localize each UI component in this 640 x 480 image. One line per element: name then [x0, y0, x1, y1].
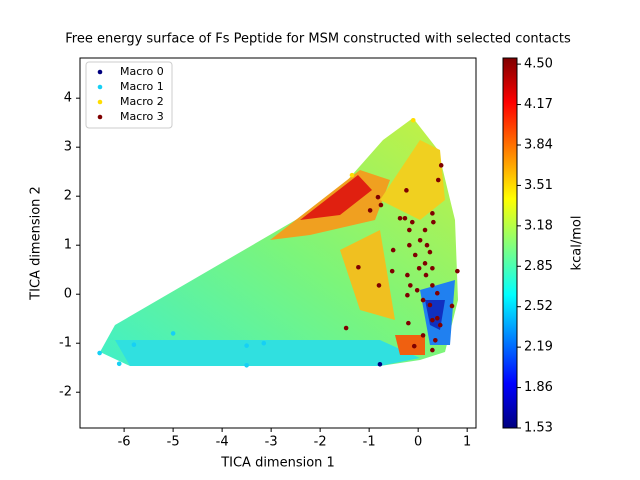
colorbar-tick-label: 4.50 — [524, 57, 553, 72]
point — [376, 283, 382, 288]
y-tick-label: 4 — [64, 91, 72, 106]
point — [433, 337, 438, 343]
point — [407, 227, 412, 233]
point — [389, 268, 395, 274]
point — [404, 188, 409, 193]
y-tick-label: 3 — [64, 140, 72, 155]
chart-title: Free energy surface of Fs Peptide for MS… — [65, 32, 571, 47]
point — [422, 227, 428, 233]
colorbar-tick-label: 2.19 — [524, 340, 553, 355]
x-tick-label: -6 — [118, 435, 131, 450]
point — [422, 261, 428, 266]
y-tick-label: 0 — [64, 287, 72, 302]
point — [343, 325, 349, 331]
x-tick-label: 1 — [463, 435, 471, 450]
point — [449, 303, 455, 309]
point — [434, 290, 440, 296]
surface — [100, 118, 458, 366]
point — [430, 347, 435, 353]
colorbar-tick-label: 1.86 — [524, 380, 553, 395]
point — [431, 219, 436, 225]
point — [377, 361, 383, 367]
point — [430, 283, 435, 288]
y-tick-label: -1 — [59, 336, 72, 351]
point — [378, 202, 384, 208]
y-tick-label: 1 — [64, 238, 72, 253]
point — [420, 297, 426, 303]
point — [261, 340, 267, 346]
legend-label: Macro 2 — [120, 95, 164, 108]
colorbar — [502, 57, 518, 429]
x-tick-label: -2 — [314, 435, 327, 450]
colorbar-label: kcal/mol — [570, 216, 585, 271]
point — [390, 247, 396, 253]
point — [438, 163, 444, 168]
colorbar-tick-label: 3.51 — [524, 178, 553, 193]
y-tick-label: 2 — [64, 189, 72, 204]
point — [412, 252, 418, 258]
legend — [85, 61, 173, 129]
legend-marker — [97, 99, 103, 105]
point — [405, 292, 410, 298]
legend-label: Macro 0 — [120, 65, 164, 78]
point — [455, 268, 460, 274]
point — [409, 219, 415, 225]
x-tick-label: -4 — [216, 435, 229, 450]
point — [244, 343, 249, 348]
legend-marker — [97, 69, 103, 75]
point — [97, 350, 102, 356]
colorbar-tick-label: 3.84 — [524, 137, 553, 152]
point — [437, 322, 443, 328]
point — [411, 343, 417, 349]
point — [414, 287, 420, 293]
point — [405, 272, 410, 278]
colorbar-tick-label: 2.85 — [524, 259, 553, 274]
colorbar-tick-label: 2.52 — [524, 299, 553, 314]
point — [423, 272, 429, 278]
colorbar-tick-label: 4.17 — [524, 97, 553, 112]
x-axis-label: TICA dimension 1 — [220, 456, 335, 471]
colorbar-tick-label: 3.18 — [524, 218, 553, 233]
point — [131, 342, 137, 347]
point — [427, 302, 433, 308]
point — [116, 361, 122, 367]
y-axis-label: TICA dimension 2 — [29, 186, 44, 301]
point — [424, 242, 430, 248]
colorbar-tick-label: 1.53 — [524, 421, 553, 436]
point — [417, 238, 423, 243]
point — [375, 194, 381, 200]
point — [416, 265, 422, 271]
point — [402, 215, 408, 221]
point — [430, 317, 435, 323]
point — [434, 315, 440, 321]
point — [435, 177, 441, 183]
x-tick-label: -5 — [167, 435, 180, 450]
point — [244, 362, 249, 368]
plot-frame — [79, 57, 477, 429]
point — [406, 320, 411, 326]
point — [349, 172, 355, 178]
y-tick-label: -2 — [59, 385, 72, 400]
legend-marker — [97, 84, 103, 90]
point — [367, 208, 373, 213]
x-tick-label: -3 — [265, 435, 278, 450]
point — [427, 249, 433, 255]
point — [408, 283, 413, 288]
x-tick-label: 0 — [414, 435, 422, 450]
legend-label: Macro 1 — [120, 80, 164, 93]
point — [356, 264, 361, 270]
point — [430, 211, 435, 216]
point — [430, 265, 435, 271]
x-tick-label: -1 — [363, 435, 376, 450]
legend-label: Macro 3 — [120, 110, 164, 123]
point — [397, 215, 403, 221]
point — [407, 242, 412, 248]
legend-marker — [97, 114, 103, 120]
point — [410, 117, 416, 123]
point — [420, 333, 426, 338]
point — [170, 331, 176, 336]
